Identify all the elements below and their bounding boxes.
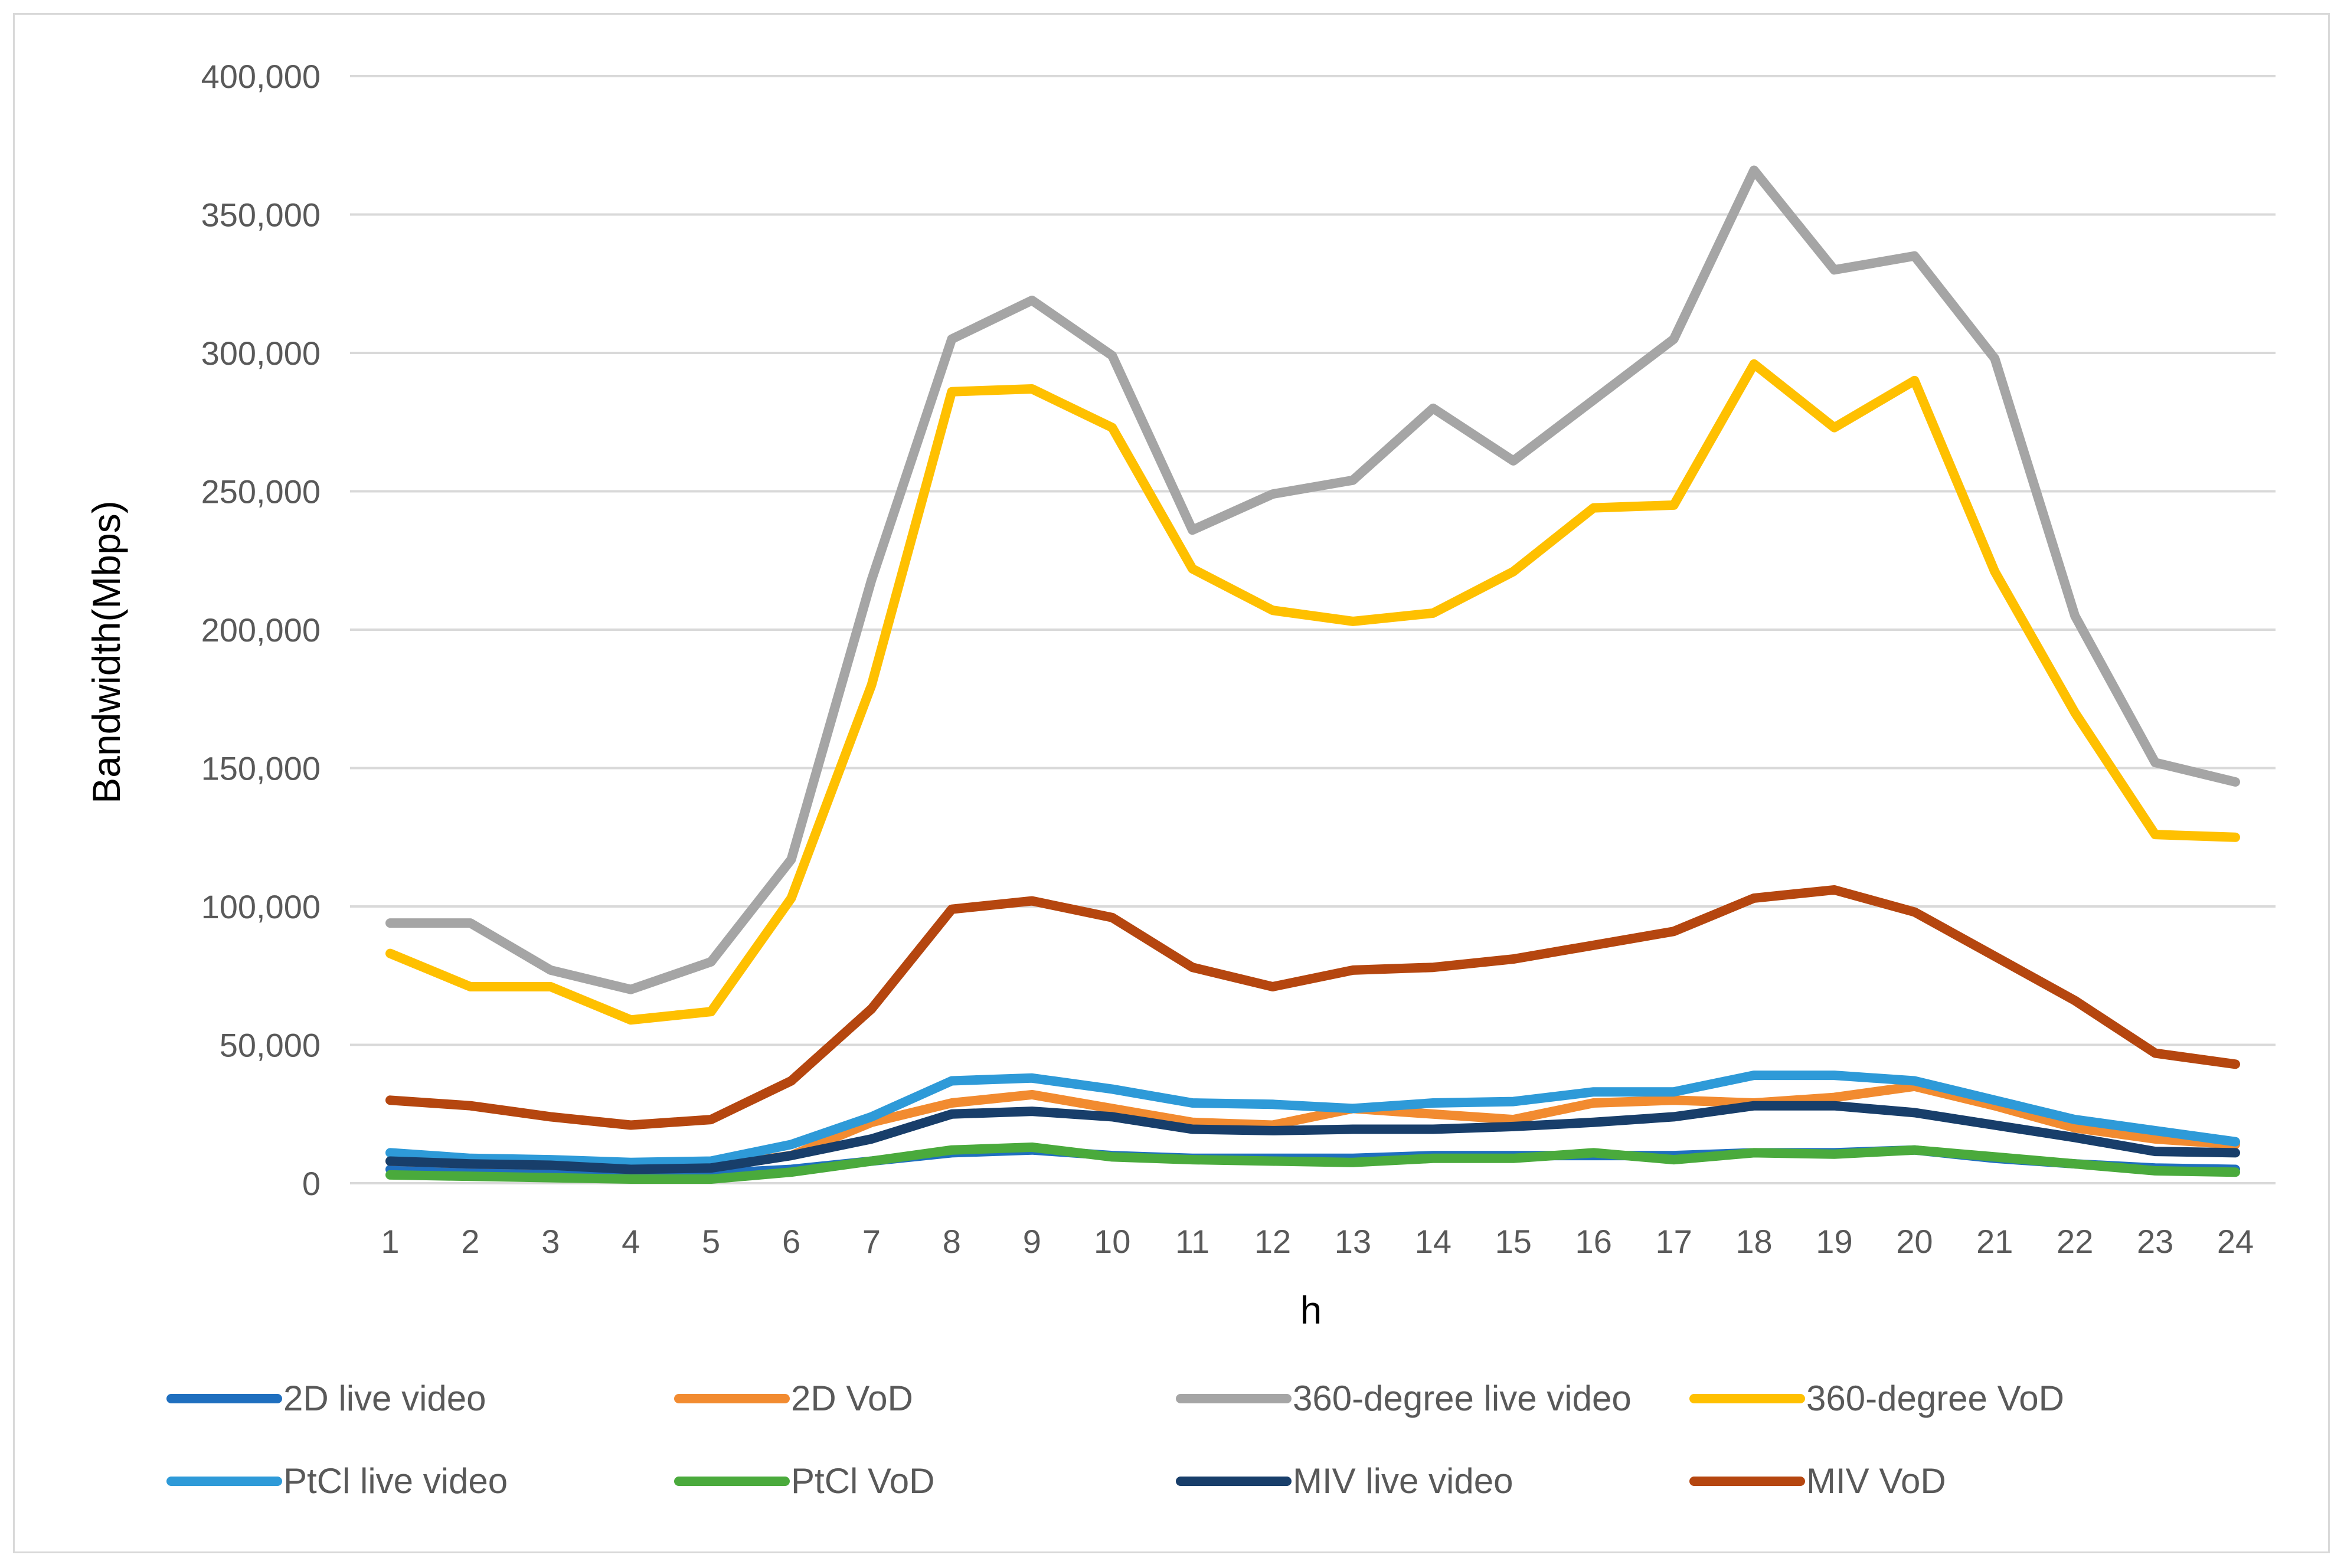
x-tick-label: 1 bbox=[381, 1223, 399, 1260]
legend-label: PtCl live video bbox=[283, 1461, 508, 1501]
legend-item: 360-degree VoD bbox=[1689, 1379, 2064, 1418]
x-tick-label: 10 bbox=[1094, 1223, 1130, 1260]
x-tick-label: 2 bbox=[461, 1223, 479, 1260]
y-tick-label: 200,000 bbox=[201, 611, 321, 649]
y-tick-label: 350,000 bbox=[201, 197, 321, 234]
legend-item: MIV live video bbox=[1176, 1461, 1513, 1501]
x-tick-label: 12 bbox=[1254, 1223, 1291, 1260]
x-tick-label: 16 bbox=[1575, 1223, 1612, 1260]
legend-item: PtCl VoD bbox=[674, 1461, 934, 1501]
x-tick-label: 15 bbox=[1495, 1223, 1532, 1260]
x-tick-label: 4 bbox=[622, 1223, 640, 1260]
series-line-ptcl-vod bbox=[385, 1143, 2240, 1184]
legend-item: MIV VoD bbox=[1689, 1461, 1946, 1501]
legend-label: 360-degree live video bbox=[1293, 1379, 1632, 1418]
x-tick-label: 8 bbox=[943, 1223, 961, 1260]
x-axis-ticks: 1 2 3 4 5 6 7 8 9 10 11 12 13 14 15 16 17 18 19 20 21 22 23 24 bbox=[381, 1223, 2254, 1260]
series-line-miv-live-video bbox=[385, 1101, 2240, 1174]
x-tick-label: 22 bbox=[2057, 1223, 2093, 1260]
legend-item: PtCl live video bbox=[166, 1461, 508, 1501]
x-tick-label: 24 bbox=[2217, 1223, 2254, 1260]
x-tick-label: 5 bbox=[702, 1223, 720, 1260]
legend-label: MIV VoD bbox=[1806, 1461, 1946, 1501]
legend-label: MIV live video bbox=[1293, 1461, 1513, 1501]
y-tick-label: 50,000 bbox=[220, 1027, 321, 1064]
y-tick-label: 250,000 bbox=[201, 473, 321, 510]
x-axis-title: h bbox=[1300, 1288, 1322, 1332]
x-tick-label: 20 bbox=[1896, 1223, 1933, 1260]
x-tick-label: 18 bbox=[1735, 1223, 1772, 1260]
y-tick-label: 400,000 bbox=[201, 58, 321, 95]
x-tick-label: 23 bbox=[2137, 1223, 2173, 1260]
series-line-360-degree-live-video bbox=[385, 165, 2240, 994]
series-line-ptcl-live-video bbox=[385, 1071, 2240, 1167]
x-tick-label: 19 bbox=[1816, 1223, 1852, 1260]
x-tick-label: 14 bbox=[1415, 1223, 1451, 1260]
x-tick-label: 9 bbox=[1023, 1223, 1041, 1260]
x-tick-label: 3 bbox=[541, 1223, 560, 1260]
x-tick-label: 13 bbox=[1335, 1223, 1371, 1260]
y-tick-label: 300,000 bbox=[201, 335, 321, 372]
series-lines bbox=[385, 165, 2240, 1184]
chart-frame: 0 50,000 100,000 150,000 200,000 250,000 300,0… bbox=[13, 13, 2330, 1553]
x-tick-label: 7 bbox=[862, 1223, 881, 1260]
legend-item: 360-degree live video bbox=[1176, 1379, 1632, 1418]
legend-label: 360-degree VoD bbox=[1806, 1379, 2064, 1418]
y-tick-label: 100,000 bbox=[201, 888, 321, 925]
legend-label: 2D VoD bbox=[791, 1379, 913, 1418]
series-line-360-degree-vod bbox=[385, 359, 2240, 1025]
legend-label: 2D live video bbox=[283, 1379, 486, 1418]
legend-label: PtCl VoD bbox=[791, 1461, 934, 1501]
legend-item: 2D VoD bbox=[674, 1379, 913, 1418]
y-tick-label: 150,000 bbox=[201, 750, 321, 787]
y-axis-ticks: 0 50,000 100,000 150,000 200,000 250,000 300,0… bbox=[201, 58, 321, 1202]
y-axis-title: Bandwidth(Mbps) bbox=[84, 500, 128, 804]
y-tick-label: 0 bbox=[302, 1165, 321, 1202]
line-chart: 0 50,000 100,000 150,000 200,000 250,000 300,0… bbox=[84, 58, 2276, 1501]
x-tick-label: 11 bbox=[1175, 1223, 1209, 1260]
x-tick-label: 17 bbox=[1655, 1223, 1692, 1260]
legend: 2D live video 2D VoD 360-degree live video… bbox=[166, 1379, 2064, 1501]
x-tick-label: 21 bbox=[1976, 1223, 2013, 1260]
legend-item: 2D live video bbox=[166, 1379, 486, 1418]
x-tick-label: 6 bbox=[782, 1223, 800, 1260]
series-line-miv-vod bbox=[385, 885, 2240, 1130]
